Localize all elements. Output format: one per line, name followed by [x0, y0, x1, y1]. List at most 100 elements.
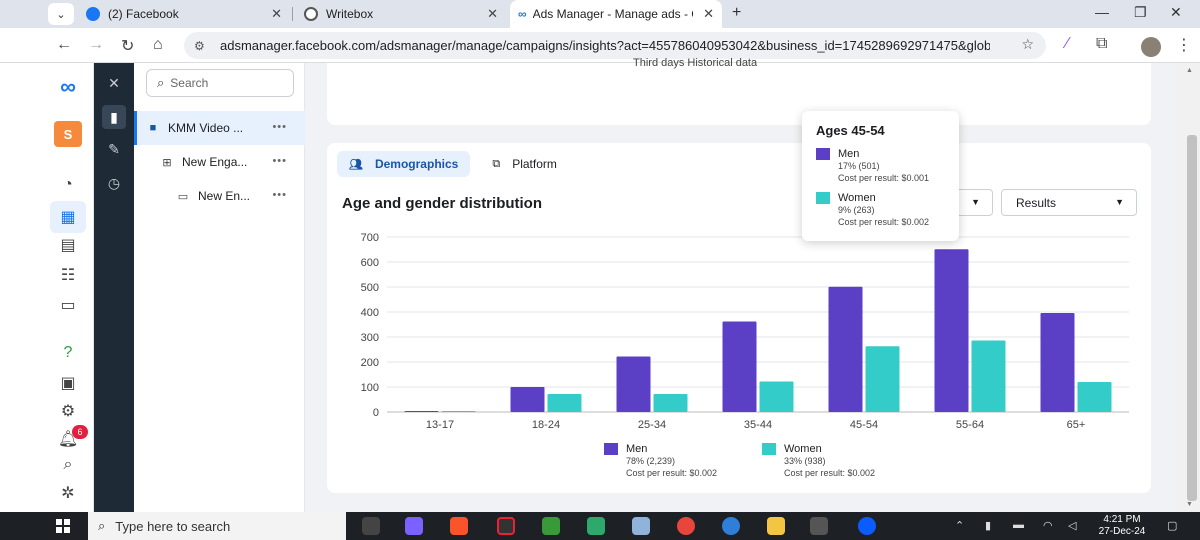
y-tick-label: 500 — [361, 282, 379, 294]
usb-icon[interactable]: ▮ — [985, 520, 992, 532]
metric-dropdown[interactable]: Results ▼ — [1001, 189, 1137, 216]
tree-item-label: New En... — [198, 189, 251, 203]
campaigns-table-icon[interactable]: ▦ — [60, 209, 76, 226]
tab-platform[interactable]: ⧉ Platform — [480, 151, 569, 177]
new-tab-button[interactable]: + — [732, 4, 742, 21]
settings-gear-icon[interactable]: ⚙ — [60, 403, 76, 420]
x-tick-label: 13-17 — [426, 419, 454, 431]
news-icon[interactable]: ▣ — [60, 375, 76, 392]
scroll-down-icon[interactable]: ▼ — [1186, 501, 1193, 508]
meta-logo-icon[interactable]: ∞ — [60, 74, 76, 99]
account-avatar[interactable]: S — [54, 121, 82, 147]
close-window-button[interactable]: ✕ — [1170, 4, 1182, 20]
ads-manager-nav-rail: ∞ S ◔ ▦ ▤ ☷ ▭ ? ▣ ⚙ 🔔︎ 6 ⌕ ✲ — [0, 63, 94, 512]
browser-tab-facebook[interactable]: (2) Facebook ✕ — [78, 0, 290, 28]
legend-men[interactable]: Men 78% (2,239) Cost per result: $0.002 — [604, 443, 717, 479]
windows-start-icon[interactable] — [56, 519, 70, 533]
app-icon[interactable] — [542, 517, 560, 535]
close-tab-icon[interactable]: ✕ — [703, 6, 714, 21]
tree-item-ad-set[interactable]: ⊞ New Enga... ••• — [134, 145, 305, 179]
address-bar[interactable]: ⚙ adsmanager.facebook.com/adsmanager/man… — [184, 32, 1046, 59]
tab-demographics[interactable]: 👥︎ Demographics — [337, 151, 471, 177]
pages-icon[interactable]: ▤ — [60, 237, 76, 254]
extension-pen-icon[interactable]: ⁄ — [1066, 35, 1069, 52]
search-icon[interactable]: ⌕ — [63, 456, 73, 473]
reload-icon[interactable]: ↻ — [121, 38, 135, 55]
tooltip-label: Women — [838, 192, 876, 205]
x-tick-label: 55-64 — [956, 419, 984, 431]
close-tab-icon[interactable]: ✕ — [487, 6, 498, 21]
task-view-icon[interactable] — [362, 517, 380, 535]
bar-men-25-34 — [616, 356, 651, 412]
back-icon[interactable]: ← — [56, 36, 72, 53]
zoom-icon[interactable] — [858, 517, 876, 535]
more-options-icon[interactable]: ••• — [272, 189, 287, 201]
tab-search-button[interactable]: ⌄ — [48, 3, 74, 25]
bookmark-star-icon[interactable]: ☆ — [1021, 36, 1034, 52]
brave-icon[interactable] — [450, 517, 468, 535]
browser-tab-writebox[interactable]: Writebox ✕ — [296, 0, 506, 28]
tree-item-label: New Enga... — [182, 155, 248, 169]
app-icon[interactable] — [497, 517, 515, 535]
more-options-icon[interactable]: ••• — [272, 155, 287, 167]
browser-menu-icon[interactable]: ⋮ — [1176, 37, 1192, 54]
browser-toolbar: ← → ↻ ⌂ ⚙ adsmanager.facebook.com/adsman… — [0, 28, 1200, 63]
restore-button[interactable]: ❐ — [1134, 4, 1147, 20]
copilot-icon[interactable] — [405, 517, 423, 535]
scrollbar-thumb[interactable] — [1187, 135, 1197, 501]
close-panel-icon[interactable]: ✕ — [108, 74, 120, 91]
notification-center-icon[interactable]: ▢ — [1167, 520, 1178, 532]
chrome-icon[interactable] — [677, 517, 695, 535]
quickbooks-icon[interactable] — [722, 517, 740, 535]
app-icon[interactable] — [587, 517, 605, 535]
taskbar-search-input[interactable]: ⌕ Type here to search — [88, 512, 346, 540]
insights-main-area: Third days Historical data 👥︎ Demographi… — [305, 57, 1175, 512]
tab-separator — [292, 7, 293, 21]
more-options-icon[interactable]: ••• — [272, 121, 287, 133]
browser-tab-ads-manager[interactable]: ∞ Ads Manager - Manage ads - C ✕ — [510, 0, 722, 28]
grid-icon: ⊞ — [162, 156, 172, 169]
site-info-icon[interactable]: ⚙ — [194, 38, 205, 53]
legend-label: Men — [626, 443, 648, 455]
bug-report-icon[interactable]: ✲ — [61, 485, 75, 502]
x-tick-label: 18-24 — [532, 419, 560, 431]
volume-icon[interactable]: ◁ — [1068, 520, 1077, 532]
edit-pencil-icon[interactable]: ✎ — [108, 140, 120, 157]
caret-down-icon: ▼ — [1115, 197, 1124, 207]
legend-women[interactable]: Women 33% (938) Cost per result: $0.002 — [762, 443, 875, 479]
audiences-icon[interactable]: ☷ — [60, 267, 76, 284]
battery-icon[interactable]: ▬ — [1013, 519, 1024, 531]
extensions-icon[interactable]: ⧉ — [1096, 35, 1108, 52]
profile-avatar[interactable] — [1141, 37, 1161, 57]
forward-icon[interactable]: → — [88, 36, 104, 53]
chart-view-icon[interactable]: ▮ — [102, 105, 126, 129]
dashboard-gauge-icon[interactable]: ◔ — [63, 176, 73, 193]
close-tab-icon[interactable]: ✕ — [271, 6, 282, 21]
chart-title: Age and gender distribution — [342, 195, 543, 212]
y-tick-label: 300 — [361, 332, 379, 344]
file-explorer-icon[interactable] — [767, 517, 785, 535]
bar-men-55-64 — [934, 249, 969, 412]
bar-women-18-24 — [547, 394, 582, 412]
help-icon[interactable]: ? — [63, 344, 73, 361]
billing-card-icon[interactable]: ▭ — [60, 297, 76, 314]
history-clock-icon[interactable]: ◷ — [107, 174, 121, 191]
tree-item-campaign[interactable]: ■ KMM Video ... ••• — [134, 111, 305, 145]
tree-search-input[interactable]: ⌕ Search — [146, 69, 294, 97]
tree-item-ad[interactable]: ▭ New En... ••• — [134, 179, 305, 213]
page-scrollbar[interactable]: ▲ ▼ — [1175, 63, 1200, 512]
home-icon[interactable]: ⌂ — [153, 36, 163, 53]
system-clock[interactable]: 4:21 PM 27-Dec-24 — [1090, 514, 1154, 538]
app-icon[interactable] — [632, 517, 650, 535]
bar-men-65+ — [1040, 313, 1075, 412]
scroll-up-icon[interactable]: ▲ — [1186, 67, 1193, 74]
wifi-icon[interactable]: ◠ — [1043, 520, 1053, 532]
minimize-button[interactable]: — — [1095, 4, 1109, 20]
globe-icon — [304, 7, 318, 21]
y-tick-label: 0 — [373, 407, 379, 419]
chrome-active-icon[interactable] — [810, 517, 828, 535]
previous-chart-card: Third days Historical data — [327, 57, 1151, 125]
tooltip-summary: 9% (263) — [838, 205, 875, 216]
bar-women-35-44 — [759, 381, 794, 412]
tray-chevron-icon[interactable]: ⌃ — [955, 520, 965, 532]
